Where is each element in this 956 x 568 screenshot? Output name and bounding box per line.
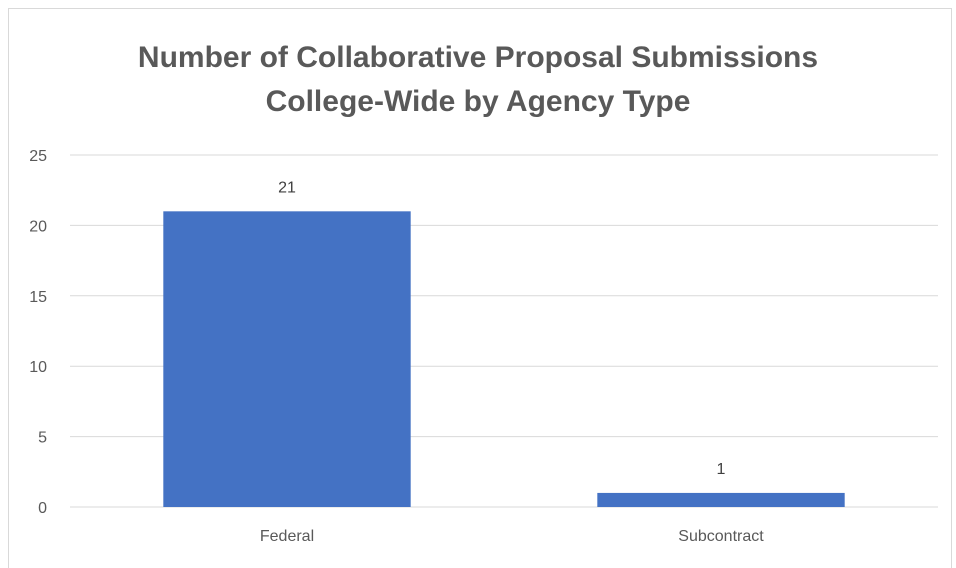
data-label: 21 xyxy=(278,179,296,196)
y-tick-label: 5 xyxy=(38,430,47,447)
chart-title-line-2: College-Wide by Agency Type xyxy=(265,85,691,118)
y-tick-label: 20 xyxy=(29,218,47,235)
data-label: 1 xyxy=(717,461,726,478)
bar xyxy=(597,492,845,507)
x-tick-label: Subcontract xyxy=(678,528,764,545)
bar xyxy=(163,211,411,507)
y-tick-label: 25 xyxy=(29,148,47,165)
y-tick-label: 0 xyxy=(38,500,47,517)
y-tick-label: 15 xyxy=(29,289,47,306)
x-tick-label: Federal xyxy=(260,528,314,545)
chart-title: Number of Collaborative Proposal Submiss… xyxy=(0,36,956,124)
chart-title-line-1: Number of Collaborative Proposal Submiss… xyxy=(137,41,819,74)
y-tick-label: 10 xyxy=(29,359,47,376)
